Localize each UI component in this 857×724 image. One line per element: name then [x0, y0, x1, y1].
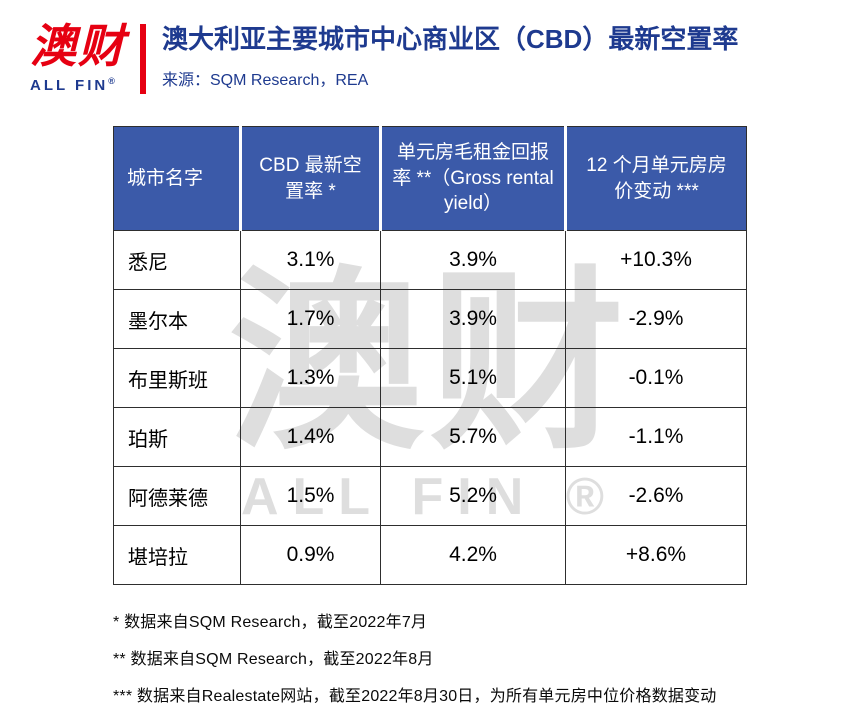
red-divider	[140, 24, 146, 94]
city-cell: 悉尼	[113, 230, 241, 290]
value-cell: 1.5%	[240, 466, 381, 526]
value-cell: -0.1%	[565, 348, 747, 408]
value-cell: 4.2%	[380, 525, 566, 585]
logo-subtext-label: ALL FIN	[30, 77, 109, 95]
table-row: 阿德莱德 1.5% 5.2% -2.6%	[113, 466, 747, 526]
value-cell: 5.7%	[380, 407, 566, 467]
allfin-logo: 澳财 ALL FIN®	[30, 20, 132, 95]
table-row: 布里斯班 1.3% 5.1% -0.1%	[113, 348, 747, 408]
footnote: *** 数据来自Realestate网站，截至2022年8月30日，为所有单元房…	[113, 688, 717, 705]
header: 澳财 ALL FIN® 澳大利亚主要城市中心商业区（CBD）最新空置率 来源：S…	[30, 20, 738, 95]
value-cell: +8.6%	[565, 525, 747, 585]
value-cell: 5.2%	[380, 466, 566, 526]
value-cell: 0.9%	[240, 525, 381, 585]
footnote: ** 数据来自SQM Research，截至2022年8月	[113, 651, 434, 668]
table-row: 悉尼 3.1% 3.9% +10.3%	[113, 230, 747, 290]
logo-text: 澳财	[30, 20, 126, 72]
footnotes: * 数据来自SQM Research，截至2022年7月 ** 数据来自SQM R…	[113, 608, 717, 719]
table-header-row: 城市名字 CBD 最新空置率 * 单元房毛租金回报率 **（Gross rental…	[113, 126, 747, 231]
title-block: 澳大利亚主要城市中心商业区（CBD）最新空置率 来源：SQM Research，…	[162, 22, 738, 90]
value-cell: 5.1%	[380, 348, 566, 408]
city-cell: 堪培拉	[113, 525, 241, 585]
page-title: 澳大利亚主要城市中心商业区（CBD）最新空置率	[162, 24, 739, 54]
city-cell: 布里斯班	[113, 348, 241, 408]
city-cell: 阿德莱德	[113, 466, 241, 526]
value-cell: 1.7%	[240, 289, 381, 349]
value-cell: +10.3%	[565, 230, 747, 290]
column-header: 12 个月单元房房价变动 ***	[564, 126, 747, 231]
city-cell: 墨尔本	[113, 289, 241, 349]
value-cell: -2.6%	[565, 466, 747, 526]
city-cell: 珀斯	[113, 407, 241, 467]
value-cell: 1.4%	[240, 407, 381, 467]
value-cell: 1.3%	[240, 348, 381, 408]
value-cell: -2.9%	[565, 289, 747, 349]
table-container: 澳财 ALL FIN ® 城市名字 CBD 最新空置率 * 单元房毛租金回报率 **…	[113, 126, 747, 585]
table-row: 珀斯 1.4% 5.7% -1.1%	[113, 407, 747, 467]
registered-mark: ®	[108, 76, 115, 87]
value-cell: 3.9%	[380, 230, 566, 290]
column-header: 城市名字	[113, 126, 241, 231]
column-header: 单元房毛租金回报率 **（Gross rental yield）	[379, 126, 566, 231]
logo-subtext: ALL FIN®	[30, 76, 132, 94]
table-row: 墨尔本 1.7% 3.9% -2.9%	[113, 289, 747, 349]
value-cell: -1.1%	[565, 407, 747, 467]
value-cell: 3.1%	[240, 230, 381, 290]
value-cell: 3.9%	[380, 289, 566, 349]
source-line: 来源：SQM Research，REA	[162, 72, 369, 90]
footnote: * 数据来自SQM Research，截至2022年7月	[113, 614, 428, 631]
vacancy-table: 城市名字 CBD 最新空置率 * 单元房毛租金回报率 **（Gross rental…	[113, 126, 747, 585]
table-row: 堪培拉 0.9% 4.2% +8.6%	[113, 525, 747, 585]
column-header: CBD 最新空置率 *	[239, 126, 381, 231]
